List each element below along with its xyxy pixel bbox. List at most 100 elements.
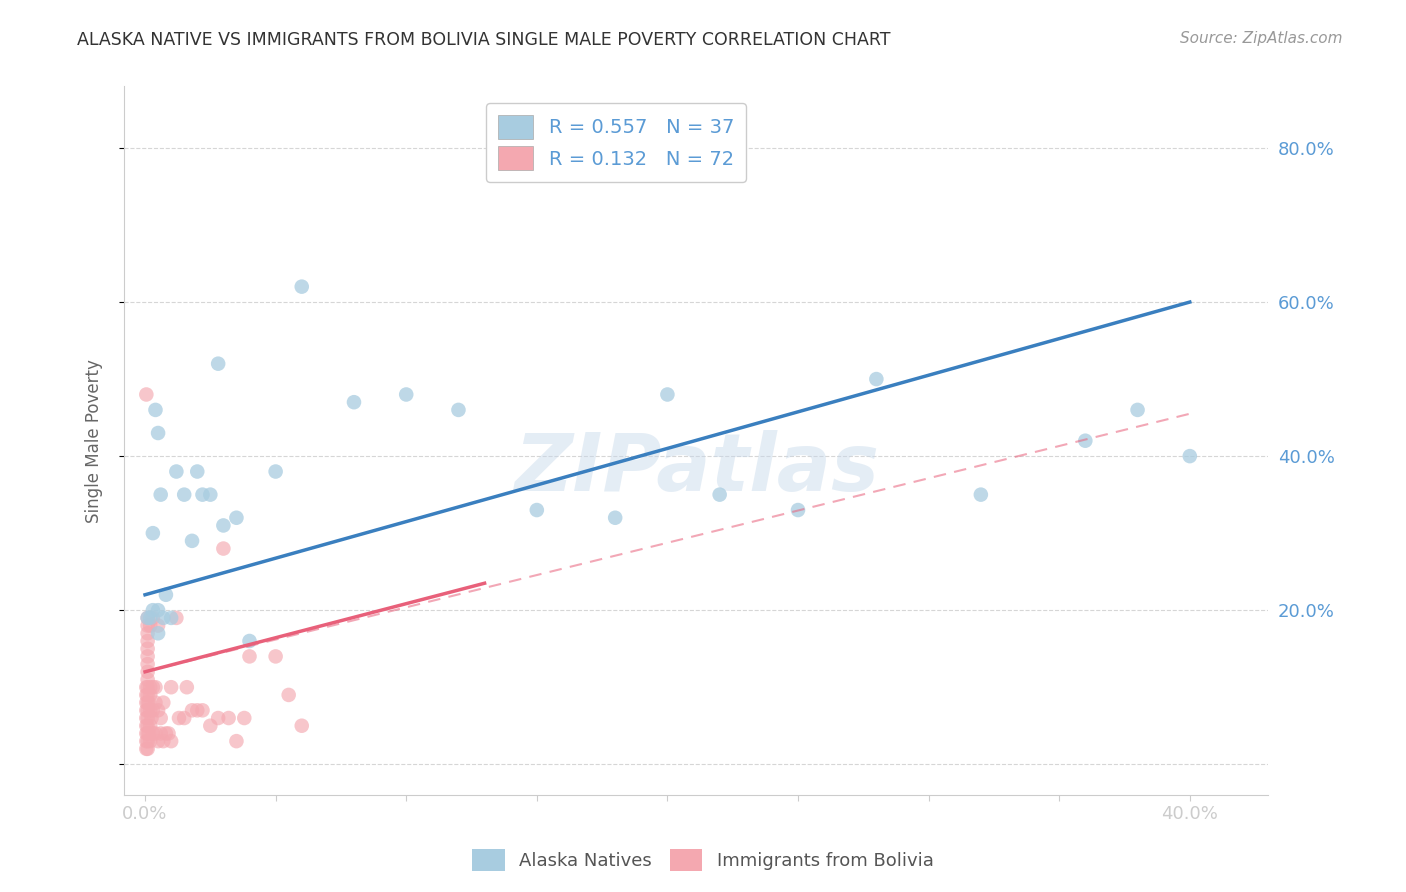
Point (136, 680, 159, 694)
Point (136, 688, 159, 702)
Point (160, 680, 183, 694)
Point (173, 488, 195, 502)
Point (181, 703, 204, 717)
Point (146, 703, 169, 717)
Point (447, 403, 470, 417)
Point (1178, 449, 1201, 463)
Y-axis label: Single Male Poverty: Single Male Poverty (86, 359, 103, 523)
Legend: Alaska Natives, Immigrants from Bolivia: Alaska Natives, Immigrants from Bolivia (465, 842, 941, 879)
Point (139, 611, 162, 625)
Point (146, 603, 169, 617)
Point (135, 688, 157, 702)
Point (191, 703, 214, 717)
Point (186, 703, 208, 717)
Point (160, 734, 183, 748)
Point (135, 696, 157, 710)
Point (136, 649, 159, 664)
Point (212, 541, 235, 556)
Point (149, 488, 172, 502)
Point (865, 372, 887, 386)
Point (136, 611, 159, 625)
Point (136, 696, 159, 710)
Point (176, 680, 198, 694)
Point (152, 734, 174, 748)
Point (142, 680, 165, 694)
Point (605, 510, 627, 524)
Point (146, 425, 169, 440)
Point (149, 726, 172, 740)
Point (225, 510, 247, 524)
Point (277, 688, 299, 702)
Point (149, 711, 172, 725)
Point (139, 703, 162, 717)
Point (212, 518, 235, 533)
Point (165, 465, 187, 479)
Point (139, 734, 162, 748)
Point (136, 641, 159, 656)
Point (139, 719, 162, 733)
Point (291, 719, 314, 733)
Point (526, 503, 548, 517)
Point (207, 357, 229, 371)
Point (145, 403, 167, 417)
Point (136, 719, 159, 733)
Point (142, 703, 165, 717)
Point (146, 618, 169, 632)
Point (142, 526, 165, 541)
Point (145, 696, 167, 710)
Point (138, 696, 160, 710)
Point (142, 611, 165, 625)
Point (135, 711, 157, 725)
Point (136, 703, 159, 717)
Point (135, 734, 157, 748)
Legend: R = 0.557   N = 37, R = 0.132   N = 72: R = 0.557 N = 37, R = 0.132 N = 72 (486, 103, 745, 182)
Point (136, 726, 159, 740)
Point (142, 726, 165, 740)
Point (139, 688, 162, 702)
Text: ALASKA NATIVE VS IMMIGRANTS FROM BOLIVIA SINGLE MALE POVERTY CORRELATION CHART: ALASKA NATIVE VS IMMIGRANTS FROM BOLIVIA… (77, 31, 891, 49)
Point (135, 719, 157, 733)
Point (191, 488, 214, 502)
Point (136, 734, 159, 748)
Point (136, 618, 159, 632)
Text: Source: ZipAtlas.com: Source: ZipAtlas.com (1180, 31, 1343, 46)
Point (136, 626, 159, 640)
Point (291, 279, 314, 293)
Point (233, 711, 256, 725)
Point (157, 726, 180, 740)
Point (787, 503, 810, 517)
Point (200, 719, 222, 733)
Point (136, 611, 159, 625)
Point (160, 611, 183, 625)
Point (218, 711, 240, 725)
Point (207, 711, 229, 725)
Point (146, 734, 169, 748)
Point (146, 626, 169, 640)
Point (135, 680, 157, 694)
Point (264, 465, 287, 479)
Point (395, 387, 418, 401)
Point (145, 726, 167, 740)
Point (343, 395, 366, 409)
Point (657, 387, 679, 401)
Point (1074, 434, 1097, 448)
Text: ZIPatlas: ZIPatlas (513, 430, 879, 508)
Point (136, 665, 159, 679)
Point (141, 711, 163, 725)
Point (139, 618, 162, 632)
Point (155, 726, 177, 740)
Point (136, 657, 159, 672)
Point (186, 465, 208, 479)
Point (173, 711, 195, 725)
Point (225, 734, 247, 748)
Point (136, 634, 159, 648)
Point (136, 673, 159, 687)
Point (135, 387, 157, 401)
Point (135, 703, 157, 717)
Point (152, 611, 174, 625)
Point (238, 649, 260, 664)
Point (135, 742, 157, 756)
Point (238, 634, 260, 648)
Point (135, 726, 157, 740)
Point (138, 726, 160, 740)
